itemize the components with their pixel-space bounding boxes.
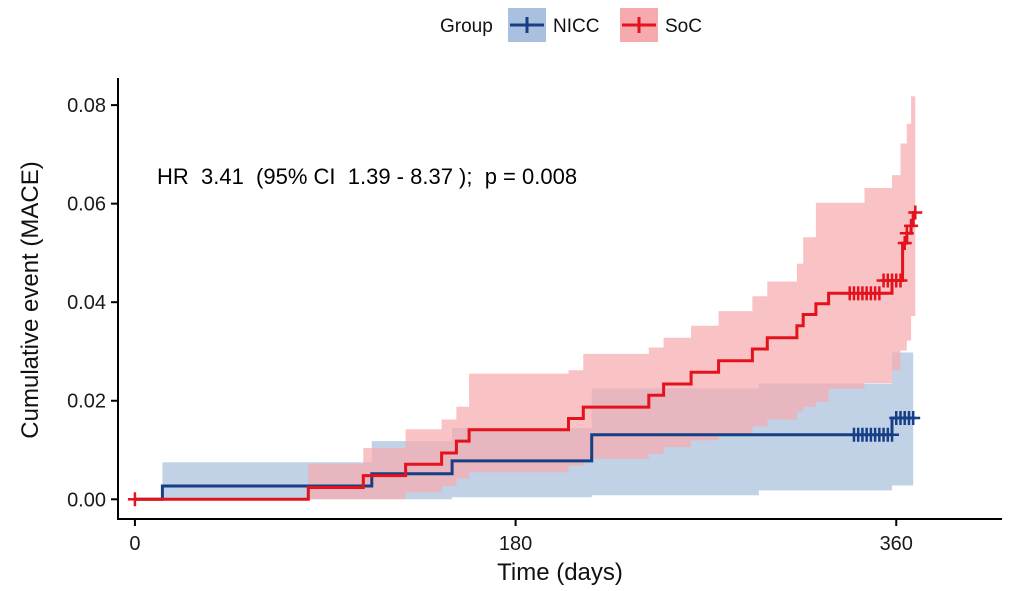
y-tick-label: 0.00 [67, 489, 106, 511]
legend-label-soc: SoC [665, 16, 702, 37]
hazard-ratio-annotation: HR 3.41 (95% CI 1.39 - 8.37 ); p = 0.008 [157, 164, 577, 189]
censor-mark-soc [904, 218, 919, 233]
censor-mark-soc [899, 226, 914, 241]
legend-key-soc [620, 8, 658, 42]
y-tick-label: 0.04 [67, 292, 106, 314]
ci-band-soc [134, 96, 916, 500]
x-tick-label: 0 [129, 533, 140, 555]
censor-mark-soc [872, 286, 887, 301]
y-axis-title: Cumulative event (MACE) [17, 161, 44, 438]
axes [117, 78, 1002, 520]
censor-mark-soc [908, 205, 923, 220]
censor-mark-soc [127, 492, 142, 507]
censor-mark-soc [893, 273, 908, 288]
censor-mark-nicc [906, 410, 921, 425]
step-line-soc [134, 211, 916, 501]
y-tick-label: 0.06 [67, 194, 106, 216]
x-axis-title: Time (days) [497, 559, 623, 586]
y-ticks: 0.00 0.02 0.04 0.06 0.08 [67, 95, 118, 511]
x-ticks: 0 180 360 [129, 519, 913, 555]
legend-title: Group [440, 16, 493, 37]
legend-key-nicc [508, 8, 546, 42]
x-tick-label: 360 [880, 533, 913, 555]
censor-marks [127, 205, 923, 507]
legend-label-nicc: NICC [553, 16, 599, 37]
censor-mark-nicc [885, 427, 900, 442]
y-tick-label: 0.02 [67, 391, 106, 413]
censor-mark-soc [897, 236, 912, 251]
confidence-bands [134, 96, 916, 500]
x-tick-label: 180 [499, 533, 532, 555]
legend: Group NICC SoC [440, 8, 702, 42]
y-tick-label: 0.08 [67, 95, 106, 117]
